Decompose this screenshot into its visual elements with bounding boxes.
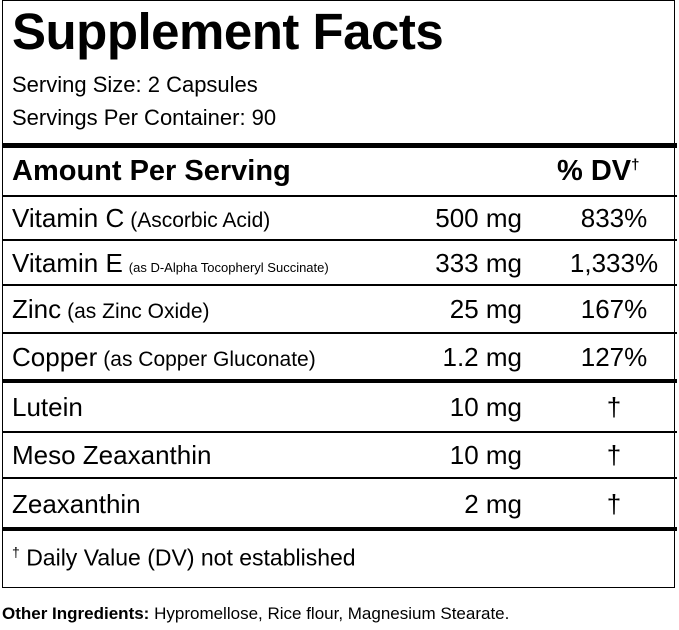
amount: 500 mg <box>435 203 522 233</box>
servings-per-container: Servings Per Container: 90 <box>12 105 277 130</box>
nutrient-detail: (as Copper Gluconate) <box>103 348 316 371</box>
nutrient-name: Lutein <box>12 391 83 422</box>
thin-rule <box>2 431 677 433</box>
thin-rule <box>2 332 677 334</box>
facts-box <box>2 0 675 588</box>
nutrient-name-cell: Vitamin C (Ascorbic Acid) <box>12 203 270 234</box>
nutrient-detail: (as D-Alpha Tocopheryl Succinate) <box>128 259 329 275</box>
nutrient-name: Zinc <box>12 294 62 324</box>
nutrient-name-cell: Lutein <box>12 392 83 423</box>
daily-value: 833% <box>580 203 648 233</box>
daily-value: 1,333% <box>569 247 659 278</box>
nutrient-row: Vitamin E (as D-Alpha Tocopheryl Succinat… <box>2 240 677 285</box>
amount: 333 mg <box>435 247 522 278</box>
nutrient-detail: (as Zinc Oxide) <box>67 300 210 323</box>
daily-value: † <box>606 440 622 470</box>
nutrient-name-cell: Zinc (as Zinc Oxide) <box>12 294 210 325</box>
daily-value: 167% <box>580 294 648 324</box>
thin-rule <box>2 239 677 241</box>
nutrient-detail: (Ascorbic Acid) <box>130 209 271 232</box>
amount: 1.2 mg <box>442 342 523 372</box>
nutrient-row: Vitamin C (Ascorbic Acid) 500 mg 833% <box>2 196 677 240</box>
footnote: † Daily Value (DV) not established <box>12 544 356 572</box>
nutrient-row: Zeaxanthin 2 mg † <box>2 478 677 529</box>
nutrient-name-cell: Meso Zeaxanthin <box>12 440 211 471</box>
nutrient-row: Copper (as Copper Gluconate) 1.2 mg 127% <box>2 333 677 381</box>
daily-value: 127% <box>580 342 648 372</box>
thin-rule <box>2 195 677 197</box>
thick-rule <box>2 379 677 383</box>
amount: 2 mg <box>464 488 522 519</box>
dv-header-mark: † <box>631 156 640 174</box>
nutrient-name-cell: Vitamin E (as D-Alpha Tocopheryl Succinat… <box>12 248 329 279</box>
nutrient-name: Vitamin E <box>12 247 123 278</box>
nutrient-name-cell: Zeaxanthin <box>12 489 141 520</box>
other-ingredients-label: Other Ingredients: <box>2 604 150 623</box>
daily-value: † <box>606 391 622 422</box>
nutrient-name: Meso Zeaxanthin <box>12 440 212 470</box>
title: Supplement Facts <box>12 3 444 60</box>
other-ingredients: Other Ingredients: Hypromellose, Rice fl… <box>2 604 509 624</box>
nutrient-name: Vitamin C <box>12 203 125 233</box>
thick-rule <box>2 143 677 148</box>
footnote-mark: † <box>12 544 20 560</box>
thin-rule <box>2 284 677 286</box>
nutrient-name: Zeaxanthin <box>12 488 141 519</box>
nutrient-name: Copper <box>12 342 98 372</box>
other-ingredients-text: Hypromellose, Rice flour, Magnesium Stea… <box>154 604 510 623</box>
dv-header-text: % DV <box>557 155 632 187</box>
amount: 10 mg <box>449 440 522 470</box>
serving-size: Serving Size: 2 Capsules <box>12 72 258 97</box>
daily-value: † <box>606 488 622 519</box>
thin-rule <box>2 477 677 479</box>
amount-header: Amount Per Serving <box>12 155 291 187</box>
footnote-text: Daily Value (DV) not established <box>26 544 356 571</box>
nutrient-name-cell: Copper (as Copper Gluconate) <box>12 342 316 373</box>
dv-header: % DV† <box>557 155 639 188</box>
amount: 25 mg <box>449 294 522 324</box>
amount: 10 mg <box>449 391 522 422</box>
nutrient-row: Meso Zeaxanthin 10 mg † <box>2 432 677 478</box>
thick-rule <box>2 527 677 531</box>
nutrient-row: Lutein 10 mg † <box>2 381 677 432</box>
nutrient-row: Zinc (as Zinc Oxide) 25 mg 167% <box>2 285 677 333</box>
